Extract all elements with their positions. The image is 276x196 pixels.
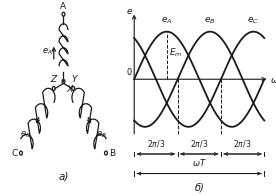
Text: $\omega T$: $\omega T$ xyxy=(192,157,206,168)
Text: X: X xyxy=(67,85,73,94)
Text: B: B xyxy=(109,149,115,158)
Text: A: A xyxy=(60,2,67,11)
Text: б): б) xyxy=(194,182,204,192)
Text: $e_C$: $e_C$ xyxy=(20,130,31,140)
Text: 0: 0 xyxy=(126,68,132,77)
Text: Y: Y xyxy=(71,75,76,84)
Text: $2\pi/3$: $2\pi/3$ xyxy=(147,138,165,149)
Text: e: e xyxy=(126,7,132,16)
Text: $e_B$: $e_B$ xyxy=(96,130,107,140)
Text: Z: Z xyxy=(50,75,56,84)
Text: $e_A$: $e_A$ xyxy=(42,47,52,57)
Text: $\omega t$: $\omega t$ xyxy=(270,74,276,85)
Text: C: C xyxy=(12,149,18,158)
Text: a): a) xyxy=(58,171,69,181)
Text: $2\pi/3$: $2\pi/3$ xyxy=(233,138,252,149)
Text: $e_A$: $e_A$ xyxy=(161,15,172,26)
Text: $e_C$: $e_C$ xyxy=(248,15,259,26)
Text: $e_B$: $e_B$ xyxy=(204,15,216,26)
Text: $2\pi/3$: $2\pi/3$ xyxy=(190,138,208,149)
Text: $E_m$: $E_m$ xyxy=(169,47,182,59)
